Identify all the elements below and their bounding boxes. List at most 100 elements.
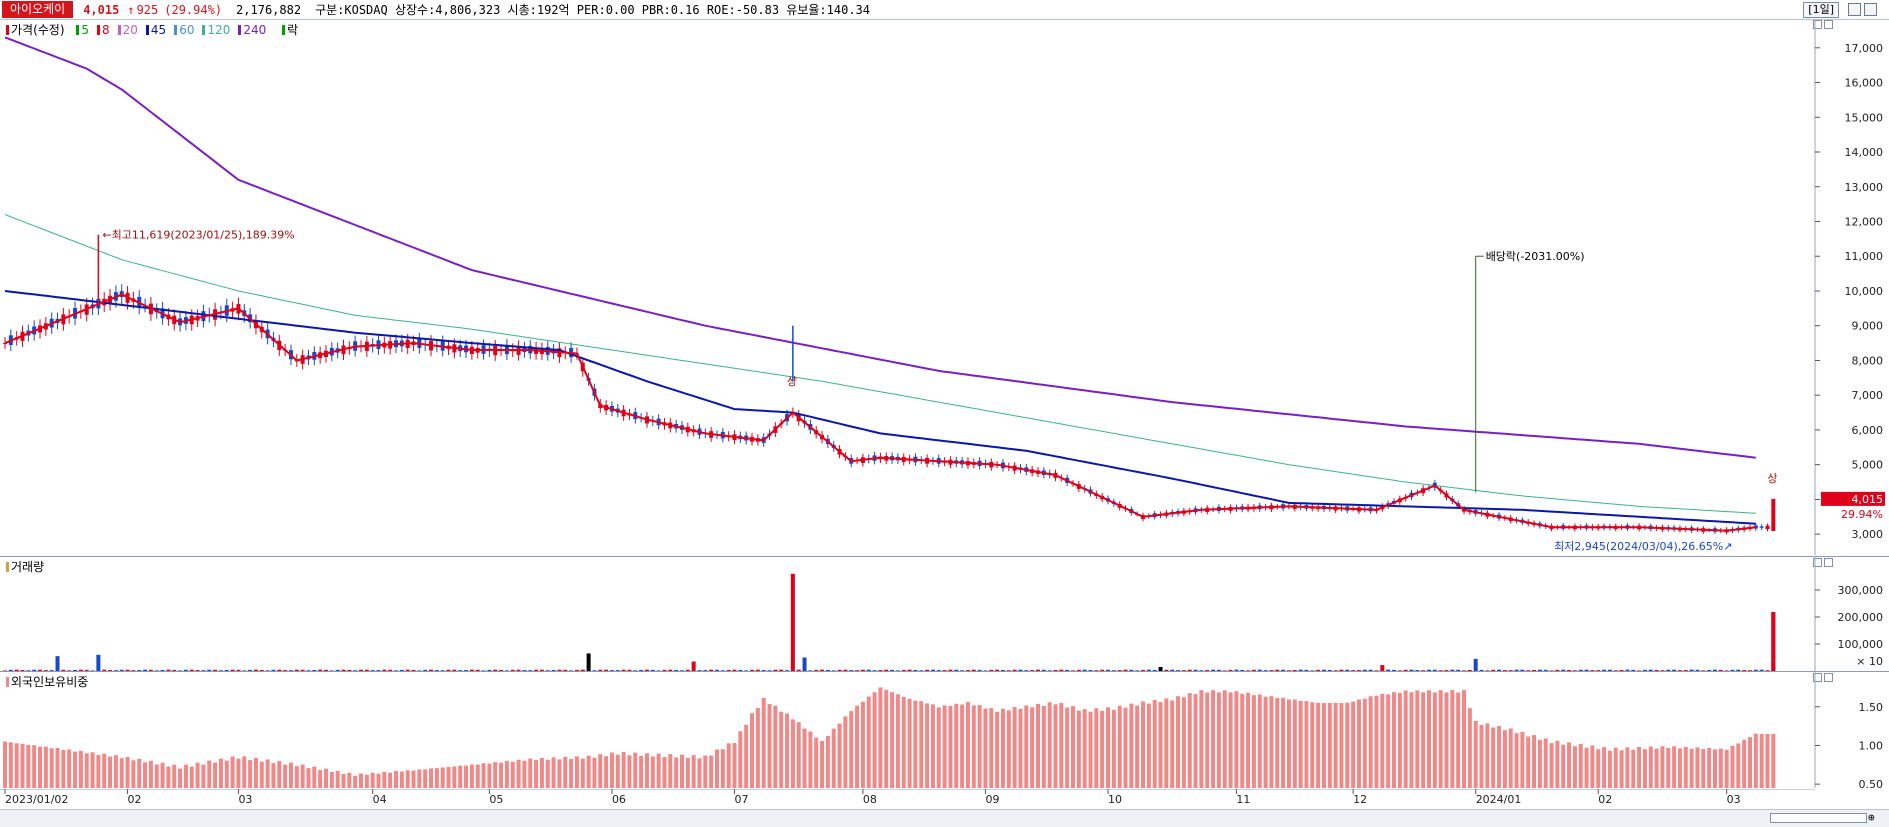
volume-chart: 300,000 200,000 100,000 × 10 <box>3 557 1883 671</box>
stock-name[interactable]: 아이오케이 <box>2 1 74 18</box>
volume-bar <box>1135 670 1140 671</box>
volume-bar <box>43 670 48 671</box>
y-tick-label: 15,000 <box>1845 111 1884 124</box>
volume-bar <box>1619 669 1624 671</box>
volume-bar <box>1269 670 1274 671</box>
ma-legend-item: 120 <box>202 23 234 37</box>
foreign-bar <box>1497 725 1502 788</box>
foreign-bar <box>446 766 451 788</box>
panel-close-button[interactable] <box>1824 673 1833 682</box>
volume-bar <box>522 670 527 671</box>
foreign-bar <box>1152 699 1157 788</box>
foreign-bar <box>178 768 183 788</box>
volume-bar <box>1356 670 1361 671</box>
foreign-bar <box>1000 708 1005 788</box>
foreign-bar <box>1041 705 1046 788</box>
foreign-bar <box>108 756 113 788</box>
volume-bar <box>429 669 434 671</box>
y-tick-label: 14,000 <box>1845 146 1884 159</box>
volume-bar <box>1275 669 1280 671</box>
foreign-bar <box>143 762 148 788</box>
foreign-bar <box>382 771 387 788</box>
volume-bar <box>469 669 474 671</box>
foreign-bar <box>516 759 521 788</box>
volume-bar <box>1567 669 1572 671</box>
close-button[interactable] <box>1864 3 1877 16</box>
volume-bar <box>137 670 142 671</box>
candle <box>1753 525 1758 529</box>
volume-bar <box>615 670 620 671</box>
y-tick-label: 10,000 <box>1845 285 1884 298</box>
foreign-bar <box>855 705 860 788</box>
scroll-slider[interactable] <box>1770 813 1867 823</box>
volume-bar <box>557 669 562 671</box>
foreign-bar <box>639 755 644 788</box>
volume-bar <box>1718 669 1723 671</box>
foreign-bar <box>388 772 393 788</box>
volume-bar <box>907 669 912 671</box>
volume-bar <box>475 669 480 671</box>
volume-bar <box>574 669 579 671</box>
foreign-bar <box>1024 705 1029 788</box>
foreign-bar <box>1380 693 1385 788</box>
foreign-bar <box>1205 692 1210 788</box>
volume-bar <box>230 669 235 671</box>
foreign-bar <box>1765 733 1770 788</box>
foreign-bar <box>14 743 19 788</box>
volume-bar <box>399 669 404 671</box>
volume-bar <box>236 669 241 671</box>
foreign-chart: 1.50 1.00 0.50 <box>3 672 1883 788</box>
foreign-bar <box>913 700 918 788</box>
volume-bar <box>446 669 451 671</box>
ma-legend-item: 45 <box>145 23 170 37</box>
volume-bar <box>1520 669 1525 671</box>
zoom-icon[interactable]: ⊕ <box>1868 811 1875 824</box>
panel-close-button[interactable] <box>1824 558 1833 567</box>
volume-bar <box>1170 669 1175 671</box>
volume-bar <box>890 669 895 671</box>
volume-bar <box>1123 669 1128 671</box>
volume-bar <box>38 669 43 671</box>
volume-bar <box>1146 669 1151 671</box>
panel-max-button[interactable] <box>1813 673 1822 682</box>
foreign-bar <box>1590 745 1595 788</box>
volume-bar <box>1759 669 1764 671</box>
volume-bar <box>697 670 702 671</box>
foreign-bar <box>183 764 188 788</box>
volume-bar <box>820 669 825 671</box>
volume-bar <box>1181 670 1186 671</box>
foreign-bar <box>341 773 346 788</box>
panel-max-button[interactable] <box>1813 20 1822 29</box>
volume-bar <box>14 669 19 671</box>
foreign-bar <box>1473 720 1478 788</box>
period-selector[interactable]: [1일] <box>1803 2 1839 18</box>
volume-bar <box>370 670 375 671</box>
volume-bar <box>685 669 690 671</box>
volume-bar <box>1106 669 1111 671</box>
foreign-bar <box>119 758 124 788</box>
volume-bar <box>960 670 965 671</box>
panel-max-button[interactable] <box>1813 558 1822 567</box>
volume-bar <box>1327 670 1332 671</box>
foreign-bar <box>504 760 509 788</box>
foreign-panel: 외국인보유비중 1.50 1.00 0.50 <box>0 671 1889 788</box>
foreign-bar <box>825 736 830 788</box>
volume-bar <box>814 669 819 671</box>
panel-close-button[interactable] <box>1824 20 1833 29</box>
foreign-bar <box>1030 707 1035 788</box>
volume-bar <box>1257 669 1262 671</box>
foreign-bar <box>359 773 363 788</box>
foreign-bar <box>405 770 410 788</box>
foreign-bar <box>376 773 381 788</box>
restore-button[interactable] <box>1848 3 1861 16</box>
foreign-bar <box>1129 703 1134 788</box>
volume-bar <box>609 670 614 671</box>
volume-bar <box>108 670 113 671</box>
volume-bar <box>1158 666 1163 671</box>
y-tick-label: 3,000 <box>1852 528 1884 541</box>
volume-bar <box>364 669 369 671</box>
volume-bar <box>178 670 183 671</box>
volume-bar <box>265 670 270 671</box>
foreign-bar <box>55 747 60 788</box>
foreign-bar <box>609 752 614 788</box>
